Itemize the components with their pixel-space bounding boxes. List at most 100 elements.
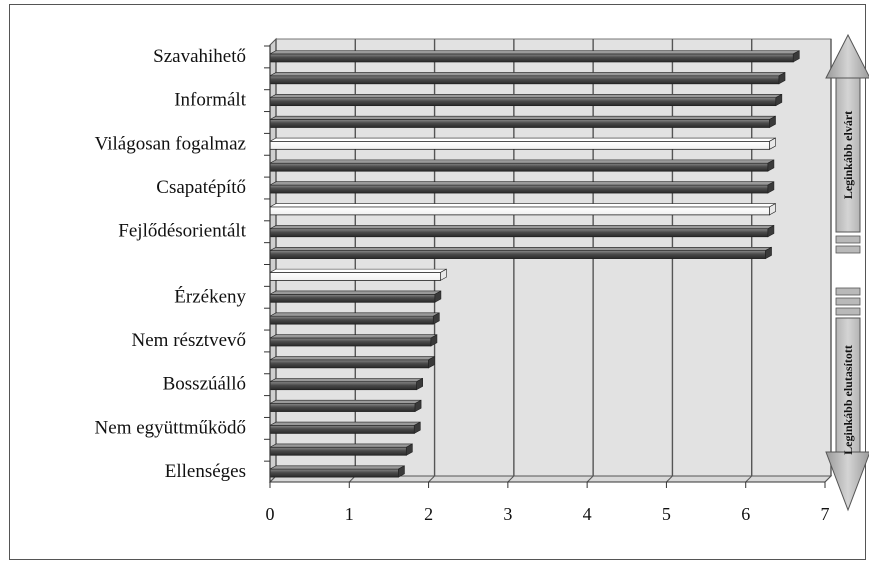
x-tick-label: 4: [583, 504, 592, 524]
bar-face: [269, 446, 407, 456]
side-label-top: Leginkább elvárt: [841, 111, 855, 199]
bar: [269, 50, 800, 63]
bar-face: [269, 403, 416, 412]
arrow-up-body: [825, 33, 869, 233]
bar-end: [778, 71, 786, 85]
category-label: Szavahihető: [153, 46, 246, 67]
bar: [269, 443, 413, 456]
bar-face: [269, 272, 441, 281]
arrow-up-segment: [835, 245, 861, 254]
side-arrows: Leginkább elvárt Leginkább elutasított: [825, 33, 869, 512]
x-tick-label: 2: [424, 504, 433, 524]
arrow-down-icon: [825, 287, 869, 512]
grid-line-floor: [666, 475, 673, 483]
bar: [269, 290, 442, 303]
grid-line-floor: [507, 475, 515, 483]
grid-line-floor: [745, 475, 753, 483]
bar-top: [269, 159, 775, 164]
grid-line-floor: [428, 475, 435, 483]
bar-top: [269, 421, 421, 426]
bar: [269, 71, 786, 85]
bar-face: [269, 119, 770, 128]
bar: [269, 93, 783, 107]
arrow-down-segment: [835, 307, 861, 316]
bar-face: [269, 53, 794, 63]
bar-end: [792, 50, 800, 63]
category-label: Világosan fogalmaz: [95, 133, 246, 154]
bar-top: [269, 137, 776, 142]
bar-top: [269, 399, 422, 404]
bar-end: [769, 137, 776, 150]
x-tick-label: 3: [503, 504, 512, 524]
bar: [269, 377, 423, 391]
bar: [269, 224, 775, 238]
bar-face: [269, 206, 770, 216]
bar: [269, 268, 447, 281]
grid-line-floor: [586, 475, 594, 483]
grid-line-floor: [824, 475, 832, 483]
bar-top: [269, 50, 800, 55]
x-tick-label: 7: [821, 504, 830, 524]
category-label: Fejlődésorientált: [118, 221, 246, 242]
arrow-up-segment: [835, 235, 861, 244]
bar: [269, 137, 776, 150]
bar-face: [269, 162, 769, 172]
bar-face: [269, 468, 399, 478]
bar-end: [765, 246, 772, 260]
bar-end: [414, 399, 422, 413]
bar-face: [269, 184, 769, 194]
category-label: Ellenséges: [165, 461, 246, 482]
bar-face: [269, 250, 766, 259]
bar: [269, 181, 775, 194]
bar-end: [430, 334, 438, 347]
bar-face: [269, 359, 429, 369]
bar: [269, 399, 422, 413]
bar-top: [269, 181, 775, 186]
side-label-bottom: Leginkább elutasított: [841, 345, 855, 455]
x-tick-label: 0: [266, 504, 275, 524]
bar-end: [767, 181, 775, 194]
bar-face: [269, 337, 432, 347]
bar-top: [269, 356, 435, 361]
bar-end: [428, 356, 435, 369]
bar-face: [269, 140, 770, 150]
bar: [269, 356, 435, 369]
bar-end: [413, 421, 421, 434]
bar-end: [416, 377, 423, 391]
category-label: Nem együttműködő: [95, 417, 246, 438]
bar-end: [398, 465, 405, 478]
x-tick-label: 1: [345, 504, 354, 524]
x-tick-label: 5: [662, 504, 671, 524]
category-label: Csapatépítő: [156, 177, 246, 198]
bar-top: [269, 290, 442, 295]
category-label: Érzékeny: [174, 285, 246, 307]
bar-end: [406, 443, 413, 456]
bar-top: [269, 443, 413, 448]
bar: [269, 115, 776, 128]
bar-end: [775, 93, 783, 107]
bar-top: [269, 378, 423, 382]
bar-end: [767, 159, 775, 172]
bar: [269, 334, 438, 347]
bar-top: [269, 246, 772, 251]
bar-top: [269, 225, 775, 230]
bar-top: [269, 465, 405, 470]
x-tick-label: 6: [741, 504, 750, 524]
bar-face: [269, 97, 777, 107]
bar: [269, 203, 776, 216]
bar-face: [269, 75, 780, 85]
bar-face: [269, 315, 434, 325]
bar-top: [269, 203, 776, 208]
bars-group: [269, 50, 800, 478]
bar-face: [269, 424, 415, 434]
bar-end: [769, 203, 776, 216]
bar-face: [269, 293, 436, 303]
category-label: Informált: [174, 90, 246, 111]
x-axis: 0 1 2 3 4 5 6 7: [264, 45, 830, 524]
bar: [269, 312, 440, 325]
bar: [269, 159, 775, 172]
bar: [269, 465, 405, 478]
category-label: Nem résztvevő: [132, 330, 246, 351]
bar-top: [269, 72, 786, 77]
